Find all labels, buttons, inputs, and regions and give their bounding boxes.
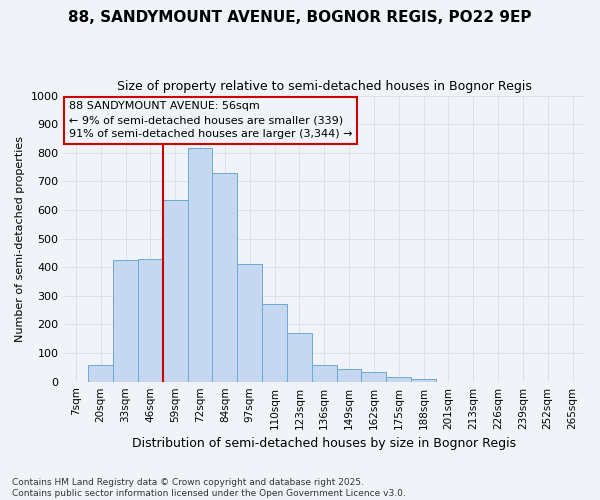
Bar <box>337 369 361 382</box>
Bar <box>163 200 188 382</box>
Bar <box>212 173 237 382</box>
Y-axis label: Number of semi-detached properties: Number of semi-detached properties <box>15 136 25 342</box>
Bar <box>88 364 113 382</box>
Text: 88, SANDYMOUNT AVENUE, BOGNOR REGIS, PO22 9EP: 88, SANDYMOUNT AVENUE, BOGNOR REGIS, PO2… <box>68 10 532 25</box>
Bar <box>312 364 337 382</box>
Bar <box>138 258 163 382</box>
Bar <box>188 148 212 382</box>
Bar <box>262 304 287 382</box>
Text: Contains HM Land Registry data © Crown copyright and database right 2025.
Contai: Contains HM Land Registry data © Crown c… <box>12 478 406 498</box>
Bar <box>386 378 411 382</box>
Bar <box>287 333 312 382</box>
Bar <box>113 260 138 382</box>
Title: Size of property relative to semi-detached houses in Bognor Regis: Size of property relative to semi-detach… <box>117 80 532 93</box>
Bar <box>411 379 436 382</box>
Bar <box>237 264 262 382</box>
X-axis label: Distribution of semi-detached houses by size in Bognor Regis: Distribution of semi-detached houses by … <box>132 437 516 450</box>
Bar <box>361 372 386 382</box>
Text: 88 SANDYMOUNT AVENUE: 56sqm
← 9% of semi-detached houses are smaller (339)
91% o: 88 SANDYMOUNT AVENUE: 56sqm ← 9% of semi… <box>68 102 352 140</box>
